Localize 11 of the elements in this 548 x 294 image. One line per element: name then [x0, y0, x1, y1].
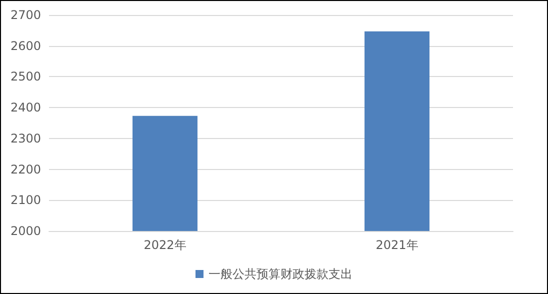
- y-tick-label: 2300: [10, 131, 41, 146]
- y-tick-label: 2600: [10, 38, 41, 53]
- legend-label: 一般公共预算财政拨款支出: [208, 267, 352, 281]
- x-tick-label: 2022年: [144, 238, 186, 252]
- y-tick-label: 2000: [10, 224, 41, 238]
- y-tick-label: 2200: [10, 162, 41, 176]
- x-tick-label: 2021年: [376, 238, 418, 252]
- y-tick-label: 2700: [10, 8, 41, 22]
- y-tick-label: 2500: [10, 70, 41, 84]
- y-tick-label: 2400: [10, 100, 41, 115]
- y-tick-label: 2100: [10, 193, 41, 208]
